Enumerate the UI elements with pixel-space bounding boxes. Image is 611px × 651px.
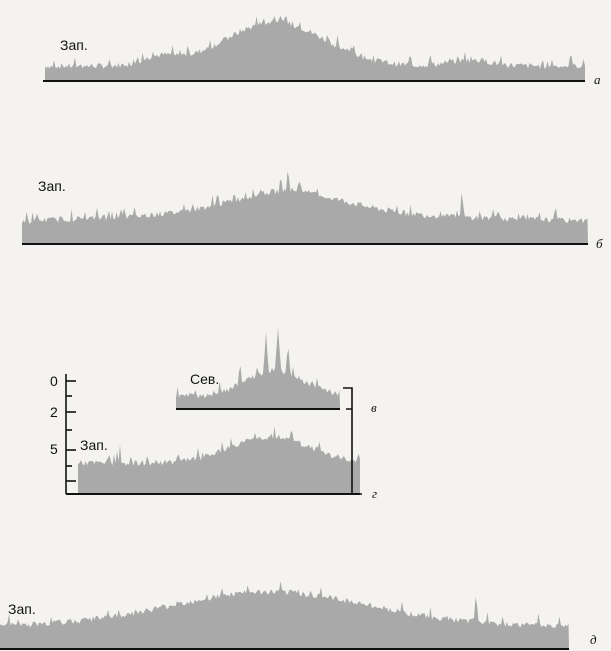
profile-a-direction-label: Зап. [60,37,88,53]
profile-b-letter: б [596,236,603,251]
scale-label-2: 2 [50,404,58,420]
profile-b [22,171,588,245]
profile-g-silhouette [78,426,360,493]
scale-label-0: 0 [50,373,58,389]
profile-v [176,328,340,410]
profile-g-direction-label: Зап. [80,437,108,453]
profile-d-direction-label: Зап. [8,601,36,617]
profile-d-letter: д [590,632,597,647]
profile-a-silhouette [45,15,585,80]
profile-d [0,581,569,650]
profile-a-letter: а [594,72,601,87]
profile-v-silhouette [176,328,340,408]
profile-b-direction-label: Зап. [38,178,66,194]
scale-bar [65,374,76,494]
profile-g-letter: г [372,486,378,501]
profile-g [66,426,360,495]
profile-d-silhouette [0,581,569,648]
profile-a [43,15,585,82]
bracket-g [351,409,362,495]
profile-v-letter: в [371,400,377,415]
profile-b-silhouette [22,171,588,243]
bracket-v [343,387,353,410]
right-bracket [343,387,362,495]
profile-v-direction-label: Сев. [190,371,220,387]
scale-label-5: 5 [50,441,58,457]
